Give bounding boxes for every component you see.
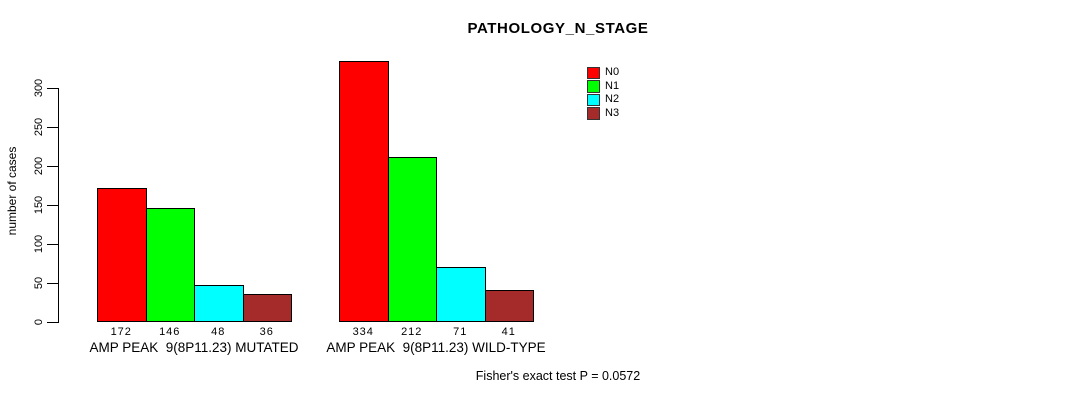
legend: N0 N1 N2 N3 xyxy=(587,66,619,120)
bar-value-label: 41 xyxy=(501,326,516,338)
bar-value-label: 146 xyxy=(159,326,181,338)
bar-value-label: 334 xyxy=(352,326,374,338)
legend-item-n3: N3 xyxy=(587,107,619,121)
group-label: AMP PEAK 9(8P11.23) WILD-TYPE xyxy=(326,340,546,355)
legend-label: N0 xyxy=(605,66,620,79)
legend-label: N2 xyxy=(605,93,620,106)
legend-swatch xyxy=(587,80,600,93)
bar-value-label: 36 xyxy=(259,326,274,338)
chart-title: PATHOLOGY_N_STAGE xyxy=(467,20,649,37)
legend-item-n0: N0 xyxy=(587,66,619,80)
y-axis-tick xyxy=(47,322,58,323)
y-axis-tick-label: 300 xyxy=(33,78,45,98)
legend-label: N1 xyxy=(605,79,620,92)
y-axis-tick xyxy=(47,88,58,89)
bar-n1 xyxy=(387,156,437,322)
y-axis-tick xyxy=(47,166,58,167)
bar-n2 xyxy=(436,266,486,322)
bar-n0 xyxy=(97,187,147,322)
bar-n3 xyxy=(484,290,534,322)
y-axis-tick-label: 250 xyxy=(33,117,45,137)
bar-n3 xyxy=(242,293,292,322)
y-axis-tick-label: 50 xyxy=(33,276,45,290)
legend-item-n2: N2 xyxy=(587,93,619,107)
legend-swatch xyxy=(587,66,600,79)
y-axis-tick-label: 200 xyxy=(33,156,45,176)
bar-value-label: 71 xyxy=(453,326,468,338)
bar-value-label: 212 xyxy=(401,326,423,338)
legend-swatch xyxy=(587,93,600,106)
bar-n0 xyxy=(339,61,389,322)
y-axis-label: number of cases xyxy=(5,146,19,236)
y-axis-tick xyxy=(47,205,58,206)
y-axis-tick xyxy=(47,244,58,245)
y-axis-tick-label: 150 xyxy=(33,195,45,215)
annotation-text: Fisher's exact test P = 0.0572 xyxy=(475,369,641,383)
bar-n2 xyxy=(194,284,244,322)
legend-item-n1: N1 xyxy=(587,80,619,94)
legend-label: N3 xyxy=(605,106,620,119)
y-axis-tick xyxy=(47,283,58,284)
y-axis-tick xyxy=(47,127,58,128)
y-axis-tick-label: 0 xyxy=(33,318,45,326)
bar-n1 xyxy=(145,208,195,322)
y-axis-line xyxy=(58,88,59,323)
bar-value-label: 172 xyxy=(110,326,132,338)
y-axis-tick-label: 100 xyxy=(33,234,45,254)
bar-value-label: 48 xyxy=(211,326,226,338)
legend-swatch xyxy=(587,107,600,120)
group-label: AMP PEAK 9(8P11.23) MUTATED xyxy=(89,340,299,355)
